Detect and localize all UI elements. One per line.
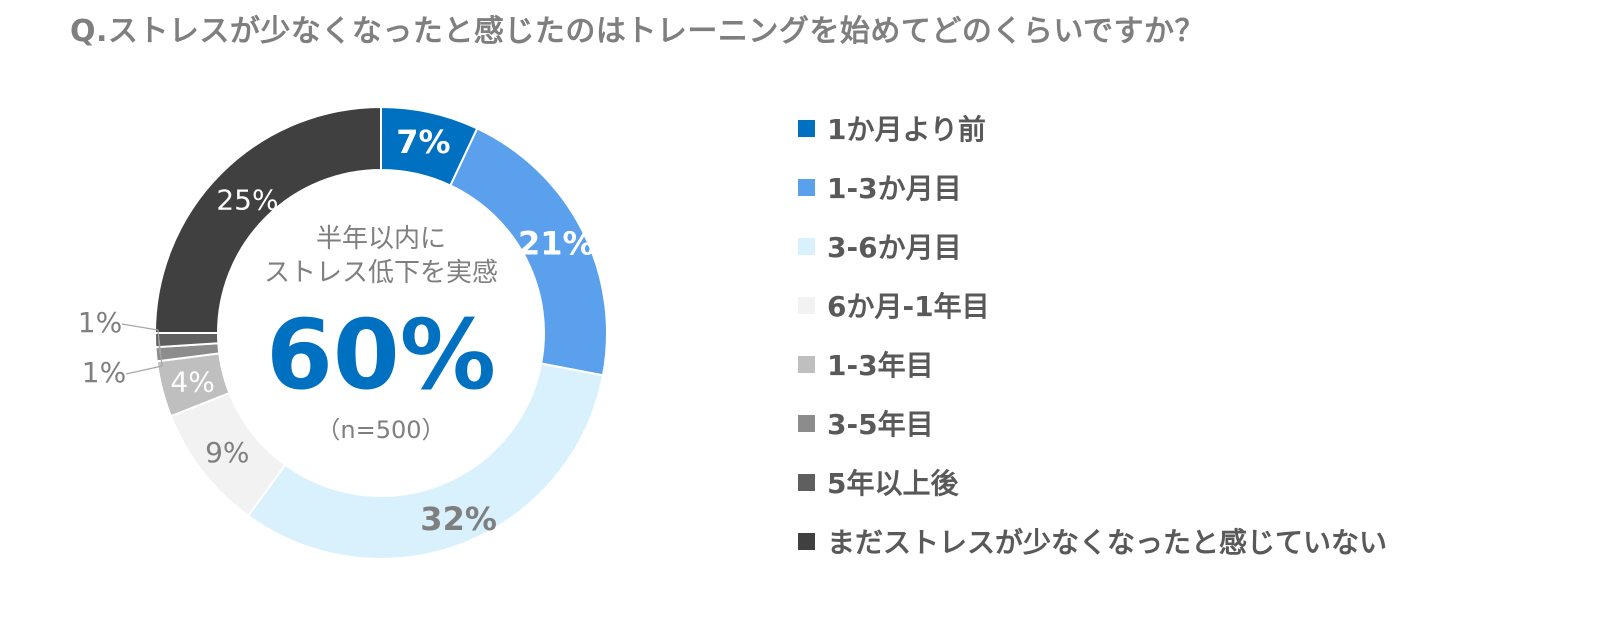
data-label: 1% [82,356,126,389]
legend-item: まだストレスが少なくなったと感じていない [798,521,1387,561]
data-label: 4% [170,365,214,398]
legend-item: 6か月-1年目 [798,285,990,325]
legend-item: 3-6か月目 [798,226,962,266]
data-label: 25% [216,183,278,216]
legend-label: 3-6か月目 [827,231,962,264]
leader-line [125,339,163,375]
legend-label: 1-3か月目 [827,172,962,205]
legend-swatch [798,473,815,491]
data-label: 9% [205,436,249,469]
legend-label: 1か月より前 [827,113,986,146]
legend-item: 3-5年目 [798,403,934,443]
legend-label: 3-5年目 [827,408,934,441]
chart-title: Q.ストレスが少なくなったと感じたのはトレーニングを始めてどのくらいですか？ [70,14,1205,49]
leader-lines [121,323,163,375]
data-labels: 7% 21% 32% 9% 4% 1% 1% 25% [78,123,595,538]
legend-label: 6か月-1年目 [827,290,990,323]
center-value: 60% [266,299,496,411]
legend-item: 1-3年目 [798,344,934,384]
legend-swatch [798,414,815,432]
center-line-2: ストレス低下を実感 [264,258,498,288]
center-sample-size: （n=500） [316,416,445,444]
legend-swatch [798,178,815,196]
legend-item: 5年以上後 [798,462,958,502]
donut-slice [246,362,605,560]
legend-swatch [798,532,815,550]
data-label: 21% [518,225,595,263]
legend-swatch [798,355,815,373]
legend-swatch [798,237,815,255]
legend-swatch [798,119,815,137]
legend-label: まだストレスが少なくなったと感じていない [827,526,1388,559]
donut-slices [153,105,608,560]
legend-label: 1-3年目 [827,349,934,382]
data-label: 1% [78,306,122,339]
data-label: 32% [420,500,497,538]
legend-label: 5年以上後 [827,467,959,500]
legend-item: 1-3か月目 [798,167,962,207]
legend-swatch [798,296,815,314]
donut-slice [153,105,382,334]
legend-item: 1か月より前 [798,108,986,148]
center-line-1: 半年以内に [316,224,446,254]
donut-chart: 7%21%32%9%4%1%1%25% 半年以内に ストレス低下を実感 60% … [78,105,608,560]
data-label: 7% [396,123,450,161]
